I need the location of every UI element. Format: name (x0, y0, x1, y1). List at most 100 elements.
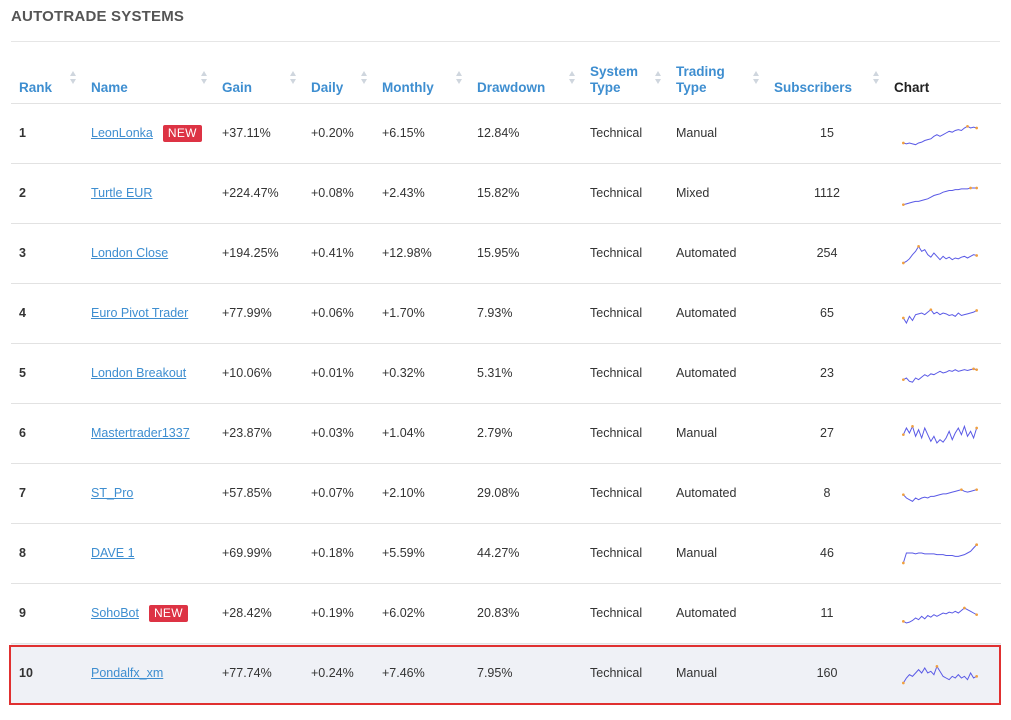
table-row[interactable]: 6 Mastertrader1337 +23.87% +0.03% +1.04% 2.79… (11, 403, 1001, 464)
table-row[interactable]: 8 DAVE 1 +69.99% +0.18% +5.59% 44.27% Technica… (11, 523, 1001, 584)
sparkline-chart (902, 488, 978, 502)
sort-icon (873, 71, 880, 85)
chart-cell[interactable] (886, 583, 1001, 644)
table-row[interactable]: 9 SohoBot NEW +28.42% +0.19% +6.02% 20.83% Tech… (11, 583, 1001, 644)
sparkline-marker (975, 309, 978, 312)
drawdown-cell: 15.82% (469, 163, 582, 224)
daily-cell: +0.06% (303, 283, 374, 344)
system-type-cell: Technical (582, 163, 668, 224)
chart-cell[interactable] (886, 643, 1001, 704)
chart-cell[interactable] (886, 283, 1001, 344)
column-header-daily[interactable]: Daily (303, 58, 374, 104)
rank-cell: 10 (11, 643, 83, 704)
chart-cell[interactable] (886, 463, 1001, 524)
system-name-link[interactable]: Turtle EUR (91, 185, 153, 200)
sparkline-marker (975, 543, 978, 546)
sparkline-marker (975, 675, 978, 678)
sparkline-line (902, 665, 977, 684)
column-header-monthly[interactable]: Monthly (374, 58, 469, 104)
system-type-cell: Technical (582, 523, 668, 584)
system-name-link[interactable]: Pondalfx_xm (91, 665, 164, 680)
table-row[interactable]: 5 London Breakout +10.06% +0.01% +0.32% 5.31%… (11, 343, 1001, 404)
sparkline-line (903, 245, 977, 264)
daily-cell: +0.07% (303, 463, 374, 524)
monthly-cell: +7.46% (374, 643, 469, 704)
monthly-cell: +6.02% (374, 583, 469, 644)
system-name-link[interactable]: LeonLonka (91, 125, 153, 140)
column-header-label: Monthly (382, 79, 434, 95)
system-type-cell: Technical (582, 103, 668, 164)
new-badge: NEW (148, 604, 188, 622)
monthly-cell: +1.70% (374, 283, 469, 344)
table-row[interactable]: 7 ST_Pro +57.85% +0.07% +2.10% 29.08% Technica… (11, 463, 1001, 524)
subscribers-cell: 11 (766, 583, 886, 644)
chart-cell[interactable] (886, 223, 1001, 284)
sparkline-line (902, 489, 977, 502)
sparkline-marker (966, 125, 969, 128)
drawdown-cell: 2.79% (469, 403, 582, 464)
drawdown-cell: 15.95% (469, 223, 582, 284)
name-cell: Euro Pivot Trader (83, 283, 214, 344)
system-name-link[interactable]: DAVE 1 (91, 545, 135, 560)
column-header-chart: Chart (886, 58, 1001, 104)
sort-icon (569, 71, 576, 85)
column-header-trading-type[interactable]: Trading Type (668, 58, 766, 104)
drawdown-cell: 44.27% (469, 523, 582, 584)
trading-type-cell: Mixed (668, 163, 766, 224)
chart-cell[interactable] (886, 163, 1001, 224)
trading-type-cell: Automated (668, 583, 766, 644)
gain-cell: +28.42% (214, 583, 303, 644)
name-cell: SohoBot NEW (83, 583, 214, 644)
column-header-gain[interactable]: Gain (214, 58, 303, 104)
daily-cell: +0.01% (303, 343, 374, 404)
trading-type-cell: Automated (668, 283, 766, 344)
name-cell: ST_Pro (83, 463, 214, 524)
gain-cell: +77.74% (214, 643, 303, 704)
gain-cell: +69.99% (214, 523, 303, 584)
daily-cell: +0.41% (303, 223, 374, 284)
sparkline-line (903, 368, 977, 383)
table-row[interactable]: 3 London Close +194.25% +0.41% +12.98% 15.95%… (11, 223, 1001, 284)
new-badge: NEW (162, 124, 202, 142)
table-row[interactable]: 4 Euro Pivot Trader +77.99% +0.06% +1.70% 7.9… (11, 283, 1001, 344)
sort-icon (290, 71, 297, 85)
system-name-link[interactable]: London Close (91, 245, 169, 260)
trading-type-cell: Manual (668, 403, 766, 464)
daily-cell: +0.03% (303, 403, 374, 464)
sparkline-marker (902, 378, 905, 381)
trading-type-cell: Automated (668, 223, 766, 284)
sparkline-line (903, 187, 977, 206)
column-header-drawdown[interactable]: Drawdown (469, 58, 582, 104)
chart-cell[interactable] (886, 403, 1001, 464)
column-header-rank[interactable]: Rank (11, 58, 83, 104)
daily-cell: +0.18% (303, 523, 374, 584)
system-type-cell: Technical (582, 583, 668, 644)
monthly-cell: +2.10% (374, 463, 469, 524)
table-row[interactable]: 1 LeonLonka NEW +37.11% +0.20% +6.15% 12.84% Te… (11, 103, 1001, 164)
name-cell: Mastertrader1337 (83, 403, 214, 464)
name-cell: Turtle EUR (83, 163, 214, 224)
drawdown-cell: 7.95% (469, 643, 582, 704)
subscribers-cell: 1112 (766, 163, 886, 224)
system-name-link[interactable]: SohoBot (91, 605, 139, 620)
sparkline-chart (902, 308, 978, 325)
chart-cell[interactable] (886, 343, 1001, 404)
gain-cell: +194.25% (214, 223, 303, 284)
system-name-link[interactable]: ST_Pro (91, 485, 134, 500)
system-name-link[interactable]: Mastertrader1337 (91, 425, 190, 440)
table-row[interactable]: 10 Pondalfx_xm +77.74% +0.24% +7.46% 7.95% Tec… (11, 643, 1001, 704)
table-body: 1 LeonLonka NEW +37.11% +0.20% +6.15% 12.84% Te… (11, 103, 1001, 704)
table-row[interactable]: 2 Turtle EUR +224.47% +0.08% +2.43% 15.82% Tec… (11, 163, 1001, 224)
column-header-subscribers[interactable]: Subscribers (766, 58, 886, 104)
chart-cell[interactable] (886, 523, 1001, 584)
column-header-system-type[interactable]: System Type (582, 58, 668, 104)
system-name-link[interactable]: London Breakout (91, 365, 187, 380)
drawdown-cell: 7.93% (469, 283, 582, 344)
system-name-link[interactable]: Euro Pivot Trader (91, 305, 189, 320)
column-header-name[interactable]: Name (83, 58, 214, 104)
chart-cell[interactable] (886, 103, 1001, 164)
gain-cell: +77.99% (214, 283, 303, 344)
drawdown-cell: 12.84% (469, 103, 582, 164)
gain-cell: +23.87% (214, 403, 303, 464)
gain-cell: +224.47% (214, 163, 303, 224)
